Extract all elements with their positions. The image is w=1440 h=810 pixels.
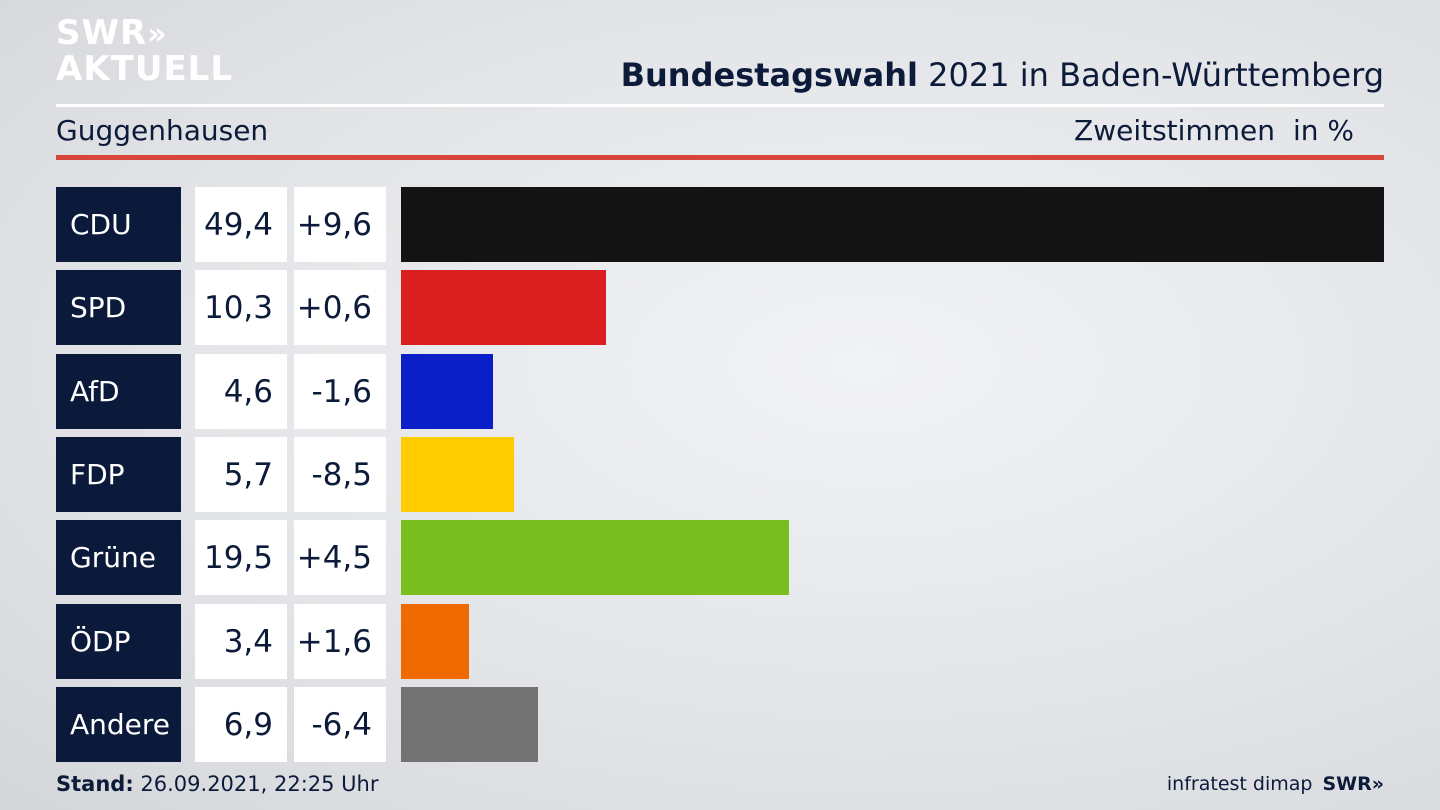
party-label: CDU [56, 187, 181, 262]
logo-arrows-icon: » [147, 17, 167, 52]
logo-aktuell-text: AKTUELL [56, 49, 234, 89]
result-bar [401, 604, 469, 679]
vote-share-value: 3,4 [195, 604, 287, 679]
chart-row: Andere 6,9 -6,4 [56, 687, 1384, 762]
vote-share-value: 49,4 [195, 187, 287, 262]
change-value: +4,5 [294, 520, 386, 595]
title-rest: 2021 in Baden-Württemberg [917, 56, 1384, 94]
party-label: SPD [56, 270, 181, 345]
vote-share-value: 10,3 [195, 270, 287, 345]
chart-row: SPD 10,3 +0,6 [56, 270, 1384, 345]
result-bar [401, 520, 789, 595]
result-bar [401, 437, 514, 512]
result-bar [401, 187, 1384, 262]
change-value: +9,6 [294, 187, 386, 262]
change-value: -8,5 [294, 437, 386, 512]
party-label: ÖDP [56, 604, 181, 679]
party-label: AfD [56, 354, 181, 429]
swr-brand-icon: SWR» [1322, 773, 1384, 795]
timestamp: Stand: 26.09.2021, 22:25 Uhr [56, 772, 379, 796]
party-label: Grüne [56, 520, 181, 595]
chart-title: Bundestagswahl 2021 in Baden-Württemberg [621, 56, 1384, 94]
chart-row: CDU 49,4 +9,6 [56, 187, 1384, 262]
chart-row: Grüne 19,5 +4,5 [56, 520, 1384, 595]
change-value: -1,6 [294, 354, 386, 429]
stand-value: 26.09.2021, 22:25 Uhr [133, 772, 379, 796]
vote-share-value: 6,9 [195, 687, 287, 762]
swr-aktuell-logo: SWR» AKTUELL [56, 16, 233, 86]
chart-row: ÖDP 3,4 +1,6 [56, 604, 1384, 679]
source-credit: infratest dimap SWR» [1167, 773, 1384, 795]
region-name: Guggenhausen [56, 114, 269, 147]
change-value: -6,4 [294, 687, 386, 762]
change-value: +0,6 [294, 270, 386, 345]
accent-divider [56, 155, 1384, 160]
title-bold: Bundestagswahl [620, 56, 918, 94]
result-bar [401, 354, 493, 429]
chart-row: AfD 4,6 -1,6 [56, 354, 1384, 429]
vote-share-value: 19,5 [195, 520, 287, 595]
vote-share-value: 5,7 [195, 437, 287, 512]
stand-label: Stand: [56, 772, 134, 796]
unit-label: in % [1292, 114, 1354, 147]
party-label: FDP [56, 437, 181, 512]
chart-row: FDP 5,7 -8,5 [56, 437, 1384, 512]
metric-name: Zweitstimmen [1074, 114, 1275, 147]
change-value: +1,6 [294, 604, 386, 679]
logo-swr-text: SWR [56, 13, 148, 53]
metric-label: Zweitstimmen in % [1074, 114, 1354, 147]
header-divider [56, 104, 1384, 107]
source-name: infratest dimap [1166, 773, 1313, 795]
result-bar [401, 270, 606, 345]
result-bar [401, 687, 538, 762]
vote-share-value: 4,6 [195, 354, 287, 429]
party-label: Andere [56, 687, 181, 762]
